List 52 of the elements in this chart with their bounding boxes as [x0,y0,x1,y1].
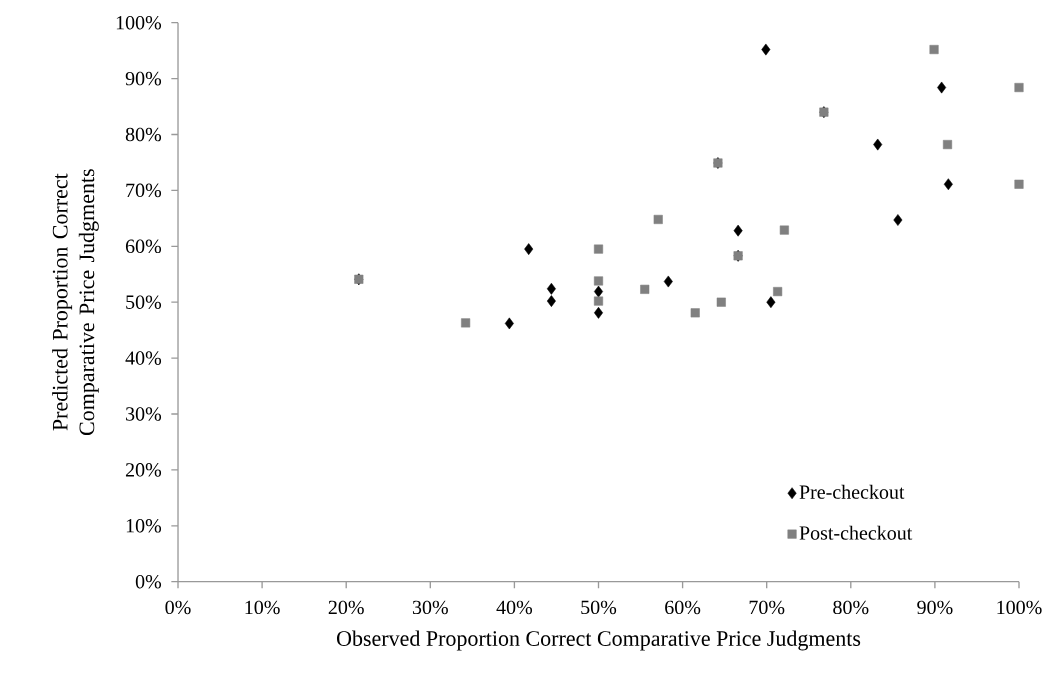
x-tick-label: 90% [917,600,953,615]
x-tick-label: 60% [665,600,701,615]
y-tick-label: 100% [116,15,162,30]
y-tick-label: 30% [126,407,162,421]
y-axis-title: Predicted Proportion Correct Comparative Price Judgments [52,169,99,436]
point [773,287,783,297]
point [779,225,789,235]
point [937,81,947,94]
y-tick-label: 40% [125,351,162,365]
x-axis-title: Observed Proportion Correct Comparative Price Judgments [336,630,861,651]
point [640,284,650,294]
x-tick-label: 70% [749,600,785,615]
y-tick-label: 10% [126,519,162,533]
point [943,178,953,191]
y-tick-label: 60% [125,239,162,254]
x-tick-label: 80% [833,600,869,615]
point [524,243,534,255]
y-tick-label: 90% [125,71,162,86]
point [929,44,939,55]
point [893,214,903,226]
point [546,295,556,307]
y-tick-label: 50% [126,295,162,309]
legend-label: Pre-checkout [799,484,905,499]
point [716,297,726,307]
y-tick-label: 70% [126,183,162,198]
y-tick-label: 0% [135,574,162,589]
point [504,317,514,330]
y-tick-label: 20% [125,463,162,477]
x-tick-label: 40% [496,600,533,615]
point [593,244,604,254]
point [690,308,700,318]
point [653,214,663,224]
point [461,318,471,328]
point [593,296,604,306]
point [733,224,743,237]
point [1014,83,1024,93]
x-tick-label: 20% [328,600,364,615]
point [1014,179,1024,189]
point [766,296,776,309]
x-tick-label: 0% [165,600,191,615]
point [593,276,604,286]
point [761,43,771,56]
legend-label: Post-checkout [799,525,913,540]
point [663,275,673,288]
x-tick-label: 50% [581,600,617,615]
y-tick-label: 80% [125,127,162,142]
x-tick-label: 30% [412,600,448,615]
x-tick-label: 100% [997,600,1042,615]
x-tick-label: 10% [245,600,280,615]
point [873,138,883,151]
point [546,282,556,295]
point [942,140,953,150]
